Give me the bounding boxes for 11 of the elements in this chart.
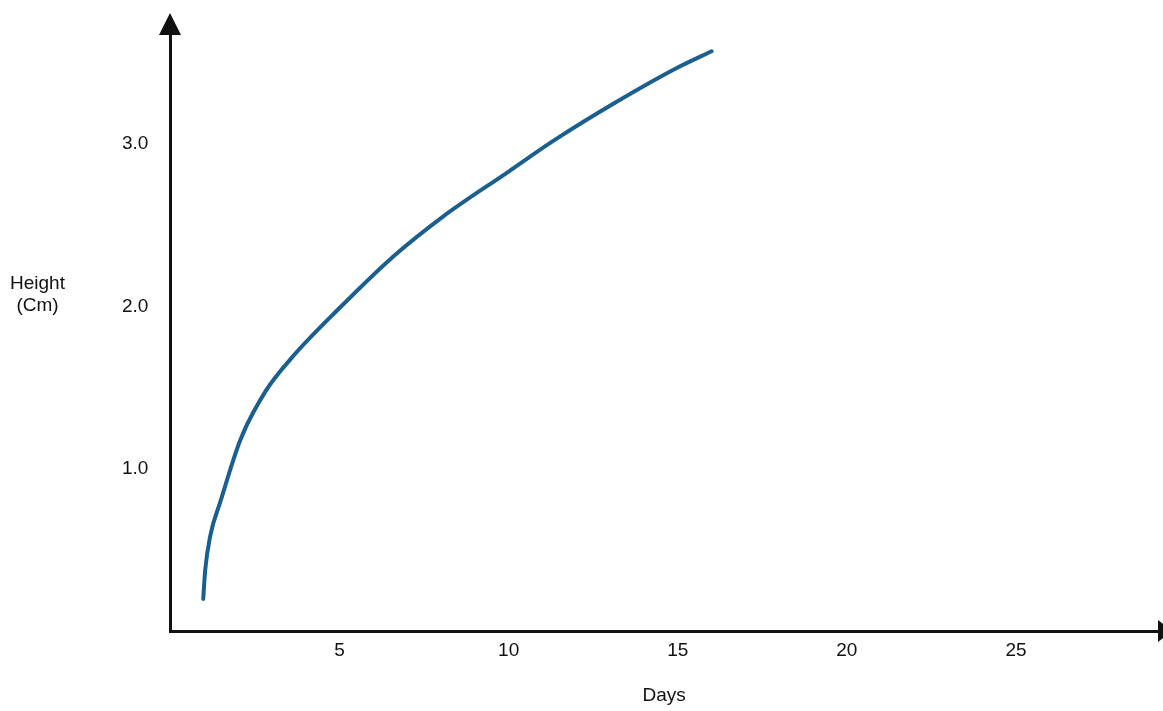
- y-tick-label: 2.0: [121, 294, 149, 316]
- x-tick-label: 5: [334, 639, 345, 661]
- x-tick-label: 25: [1005, 639, 1027, 661]
- x-tick-label: 15: [667, 639, 689, 661]
- x-tick-label: 20: [836, 639, 858, 661]
- y-axis-title: Height (Cm): [9, 272, 66, 316]
- x-axis-title: Days: [642, 683, 686, 705]
- y-tick-label: 3.0: [121, 132, 149, 154]
- x-tick-label: 10: [498, 639, 520, 661]
- line-series: [201, 49, 714, 601]
- y-tick-label: 1.0: [121, 457, 149, 479]
